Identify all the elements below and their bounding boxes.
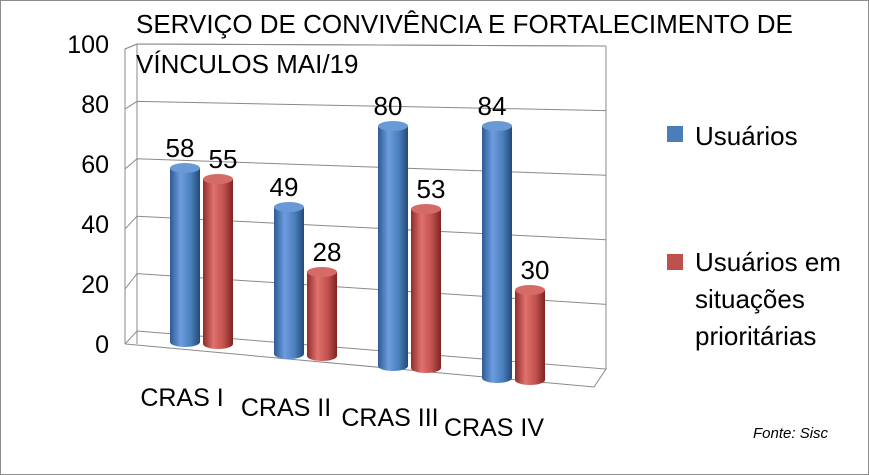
legend: Usuários Usuários em situações prioritár…: [667, 121, 841, 351]
bar-body: [411, 209, 441, 373]
y-tick-label: 20: [81, 271, 109, 299]
data-label: 84: [478, 91, 507, 121]
data-label: 53: [417, 174, 446, 204]
bar-prioritarias: [203, 174, 233, 349]
gridlines: [124, 43, 607, 305]
bar-body: [274, 207, 304, 359]
bar-cap: [274, 202, 304, 212]
gridline: [124, 43, 607, 50]
bar-cap: [411, 204, 441, 214]
data-label: 28: [313, 237, 342, 267]
data-label: 55: [209, 144, 238, 174]
bar-prioritarias: [307, 267, 337, 361]
side-wall: [124, 43, 138, 344]
data-label: 49: [270, 172, 299, 202]
bar-body: [307, 272, 337, 361]
bar-usuarios: [170, 163, 200, 347]
bar-prioritarias: [411, 204, 441, 373]
data-labels: 58 55 49 28 80 53 84 30: [166, 91, 550, 285]
bar-usuarios: [274, 202, 304, 359]
category-label: CRAS II: [241, 394, 331, 422]
category-label: CRAS III: [341, 404, 438, 432]
y-tick-label: 60: [81, 151, 109, 179]
bar-body: [203, 179, 233, 349]
bar-usuarios: [378, 121, 408, 371]
gridline: [124, 158, 607, 176]
gridline: [124, 273, 607, 305]
bar-cap: [307, 267, 337, 277]
category-label: CRAS IV: [444, 414, 544, 442]
category-labels: CRAS I CRAS II CRAS III CRAS IV: [140, 384, 544, 442]
bar-cap: [170, 163, 200, 173]
bar-usuarios: [482, 121, 512, 383]
data-label: 58: [166, 133, 195, 163]
y-tick-label: 100: [67, 31, 109, 59]
bars: [170, 121, 545, 385]
bar-cap: [515, 285, 545, 295]
chart-title-line-2: VÍNCULOS MAI/19: [136, 49, 359, 79]
legend-label-prioritarias-line-2: situações: [695, 284, 805, 314]
y-axis-ticks: 0 20 40 60 80 100: [67, 31, 109, 359]
legend-label-usuarios: Usuários: [695, 121, 798, 151]
bar-prioritarias: [515, 285, 545, 385]
gridline: [124, 100, 607, 112]
y-tick-label: 80: [81, 91, 109, 119]
bar-cap: [203, 174, 233, 184]
bar-cap: [378, 121, 408, 131]
gridline: [124, 215, 607, 241]
bar-body: [170, 168, 200, 347]
bar-body: [482, 126, 512, 383]
bar-body: [515, 290, 545, 385]
bar-cap: [482, 121, 512, 131]
legend-label-prioritarias-line-3: prioritárias: [695, 321, 816, 351]
legend-label-prioritarias-line-1: Usuários em: [695, 247, 841, 277]
category-label: CRAS I: [140, 384, 223, 412]
source-note: Fonte: Sisc: [753, 425, 829, 442]
y-tick-label: 0: [95, 331, 109, 359]
chart-title-line-1: SERVIÇO DE CONVIVÊNCIA E FORTALECIMENTO …: [136, 9, 793, 39]
legend-swatch-usuarios: [667, 126, 683, 142]
bar-body: [378, 126, 408, 371]
data-label: 80: [374, 91, 403, 121]
data-label: 30: [521, 255, 550, 285]
legend-swatch-prioritarias: [667, 254, 683, 270]
y-tick-label: 40: [81, 211, 109, 239]
